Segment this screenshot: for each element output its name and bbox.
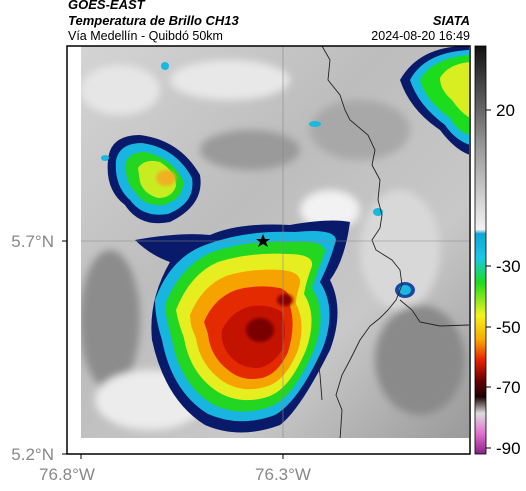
satellite-title: GOES-EAST: [68, 0, 145, 12]
colorbar-label: -90: [496, 439, 521, 458]
lon-tick-label: 76.8°W: [39, 465, 95, 484]
colorbar-label: -30: [496, 257, 521, 276]
colorbar: [474, 45, 487, 455]
axis-ticks: [62, 240, 284, 459]
plot-frame: [66, 45, 471, 455]
lat-tick-label: 5.7°N: [11, 232, 54, 251]
lat-tick-label: 5.2°N: [11, 445, 54, 464]
storm-cell-main: [135, 220, 350, 433]
graticule: [81, 46, 469, 438]
storm-cell-northeast: [400, 46, 469, 155]
storm-cell-west: [107, 135, 201, 224]
lon-tick-label: 76.3°W: [255, 465, 311, 484]
colorbar-label: -50: [496, 318, 521, 337]
colorbar-ticks: [486, 109, 491, 449]
location-label: Vía Medellín - Quibdó 50km: [68, 29, 223, 43]
star-icon: [256, 234, 270, 247]
cloud-texture: [81, 60, 465, 430]
colorbar-label: -70: [496, 378, 521, 397]
political-borders: [317, 46, 469, 438]
datetime-label: 2024-08-20 16:49: [371, 29, 470, 43]
colorbar-label: 20: [496, 101, 515, 120]
brand-label: SIATA: [432, 13, 470, 28]
product-title: Temperatura de Brillo CH13: [68, 13, 239, 28]
